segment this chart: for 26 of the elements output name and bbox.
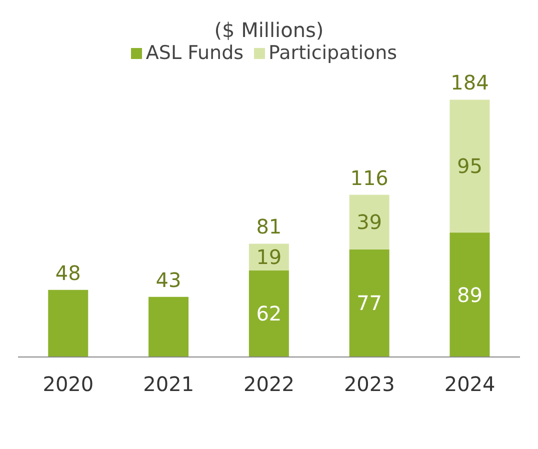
- legend-label: Participations: [268, 42, 398, 64]
- bar: [48, 290, 88, 357]
- bar: [349, 249, 390, 357]
- data-label: 89: [456, 282, 482, 307]
- total-label: 48: [55, 260, 81, 285]
- x-tick-label: 2023: [344, 372, 395, 396]
- data-label: 39: [356, 210, 382, 234]
- data-label: 62: [256, 302, 282, 326]
- bar: [450, 100, 490, 233]
- bar: [148, 296, 189, 357]
- x-tick-label: 2022: [244, 372, 294, 396]
- x-tick-label: 2020: [42, 372, 94, 396]
- total-label: 81: [256, 214, 282, 239]
- data-label: 19: [256, 245, 282, 270]
- bar: [248, 270, 289, 357]
- data-label: 77: [356, 291, 382, 316]
- x-tick-label: 2024: [444, 372, 496, 396]
- bar: [450, 232, 490, 357]
- total-label: 43: [156, 268, 182, 292]
- data-label: 95: [456, 154, 482, 178]
- total-label: 116: [350, 166, 388, 190]
- x-tick-label: 2021: [143, 372, 194, 396]
- legend-label: ASL Funds: [146, 42, 244, 64]
- chart-subtitle: ($ Millions): [213, 18, 325, 42]
- total-label: 184: [450, 70, 489, 95]
- bar: [349, 194, 390, 250]
